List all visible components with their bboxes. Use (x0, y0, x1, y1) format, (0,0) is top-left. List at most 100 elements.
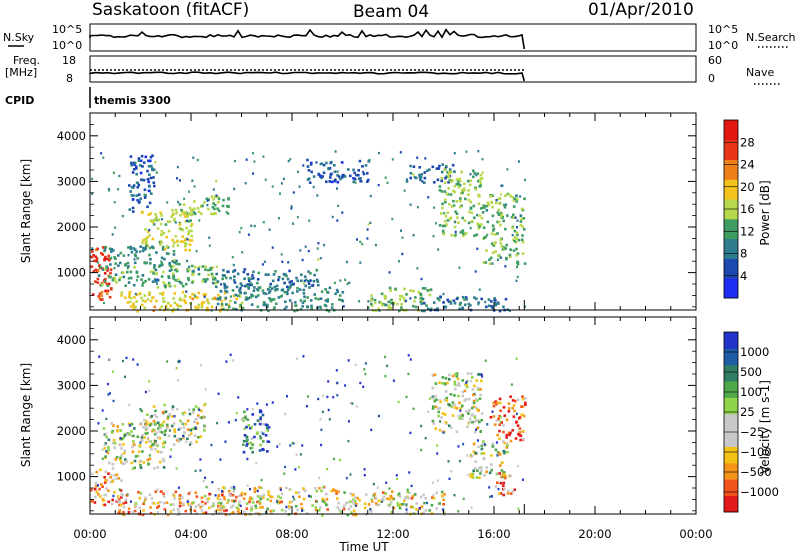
data-cell (148, 440, 151, 443)
data-cell (148, 380, 151, 383)
data-cell (336, 187, 338, 190)
data-cell (165, 501, 169, 504)
data-cell (147, 165, 151, 168)
data-cell (388, 503, 392, 507)
data-cell (222, 268, 225, 272)
data-cell (467, 189, 470, 192)
data-cell (250, 425, 253, 429)
data-cell (231, 499, 234, 503)
data-cell (463, 219, 467, 222)
data-cell (272, 297, 276, 301)
data-cell (250, 497, 254, 501)
data-cell (480, 430, 482, 433)
data-cell (98, 296, 101, 300)
data-cell (253, 490, 257, 493)
data-cell (300, 502, 303, 506)
data-cell (286, 395, 288, 398)
data-cell (511, 429, 514, 432)
data-cell (290, 207, 293, 210)
data-cell (506, 168, 509, 171)
data-cell (229, 299, 232, 303)
data-cell (191, 297, 194, 301)
data-cell (496, 481, 499, 484)
data-cell (506, 492, 510, 495)
data-cell (322, 485, 325, 488)
data-cell (302, 288, 306, 292)
data-cell (289, 444, 292, 447)
data-cell (193, 434, 197, 437)
data-cell (296, 279, 299, 283)
data-cell (133, 261, 137, 265)
data-cell (178, 203, 182, 206)
data-cell (508, 433, 511, 437)
data-cell (301, 305, 304, 308)
data-cell (185, 226, 188, 230)
data-cell (146, 413, 149, 416)
data-cell (157, 218, 161, 222)
data-cell (339, 177, 342, 181)
data-cell (223, 291, 227, 295)
data-cell (195, 440, 198, 444)
data-cell (433, 206, 436, 209)
data-cell (245, 507, 249, 510)
data-cell (444, 215, 448, 218)
data-cell (356, 238, 358, 241)
data-cell (171, 238, 174, 242)
data-cell (330, 489, 333, 493)
data-cell (319, 297, 323, 300)
data-cell (521, 397, 525, 401)
data-cell (374, 497, 378, 500)
data-cell (260, 486, 263, 490)
data-cell (192, 211, 196, 214)
freq-trace (89, 71, 526, 82)
data-cell (497, 302, 500, 305)
data-cell (104, 493, 107, 497)
data-cell (477, 193, 480, 197)
data-cell (347, 168, 350, 171)
data-cell (162, 270, 165, 274)
data-cell (129, 500, 132, 503)
data-cell (217, 504, 221, 508)
data-cell (494, 485, 498, 488)
data-cell (515, 247, 518, 251)
data-cell (200, 303, 204, 307)
data-cell (453, 406, 457, 409)
data-cell (280, 500, 284, 504)
data-cell (204, 268, 207, 271)
data-cell (456, 180, 460, 183)
data-cell (294, 504, 298, 508)
data-cell (443, 168, 447, 172)
data-cell (187, 278, 191, 282)
data-cell (445, 164, 448, 168)
data-cell (297, 466, 300, 469)
data-cell (277, 296, 281, 299)
data-cell (127, 422, 131, 426)
data-cell (251, 274, 254, 277)
data-cell (319, 418, 322, 421)
velocity-colorbar-tick-label: 25 (740, 405, 755, 419)
data-cell (141, 433, 144, 437)
data-cell (316, 194, 319, 197)
data-cell (258, 500, 261, 503)
data-cell (109, 476, 112, 479)
data-cell (153, 413, 157, 417)
data-cell (450, 205, 454, 208)
data-cell (499, 416, 502, 419)
data-cell (254, 504, 257, 508)
data-cell (238, 295, 242, 298)
data-cell (272, 509, 275, 512)
data-cell (401, 252, 404, 256)
data-cell (196, 207, 200, 210)
data-cell (411, 495, 415, 498)
data-cell (197, 407, 200, 410)
data-cell (222, 509, 226, 513)
data-cell (516, 262, 520, 266)
data-cell (240, 301, 244, 305)
data-cell (370, 510, 373, 514)
data-cell (249, 426, 252, 430)
data-cell (319, 163, 322, 166)
data-cell (491, 445, 495, 448)
data-cell (170, 215, 173, 218)
data-cell (204, 502, 207, 505)
nave-tick-bottom: 0 (708, 72, 715, 85)
